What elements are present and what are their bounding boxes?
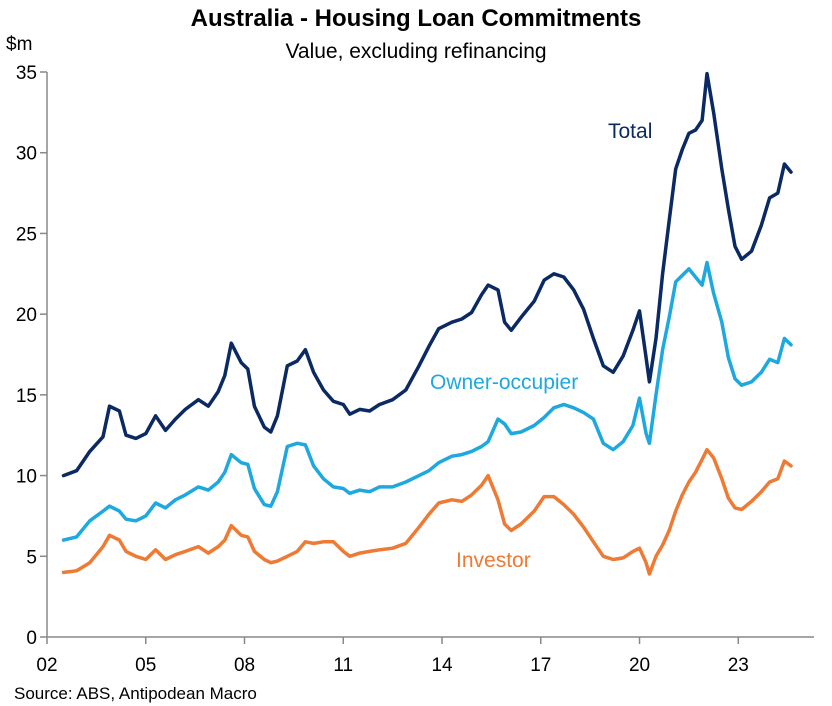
y-tick-label: 0 [26,628,37,649]
source-note: Source: ABS, Antipodean Macro [14,684,257,703]
x-tick-label: 23 [728,655,749,676]
x-tick-label: 02 [36,655,57,676]
y-tick-label: 30 [16,144,37,165]
series-label-owner-occupier: Owner-occupier [430,371,578,394]
y-tick-label: 35 [16,63,37,84]
series-label-total: Total [608,120,652,143]
x-tick-label: 20 [629,655,650,676]
chart-title: Australia - Housing Loan Commitments [191,5,642,32]
chart-subtitle: Value, excluding refinancing [285,40,546,63]
y-tick-label: 10 [16,467,37,488]
y-tick-label: 15 [16,386,37,407]
series-label-investor: Investor [456,549,531,572]
series-line-investor [61,447,793,576]
y-axis-unit-label: $m [6,34,32,55]
series-line-total [61,71,793,478]
x-tick-label: 11 [333,655,353,676]
series-line-owner [61,260,793,542]
x-tick-label: 17 [530,655,551,676]
y-tick-label: 25 [16,224,37,245]
y-tick-label: 20 [16,305,37,326]
x-tick-label: 08 [234,655,255,676]
y-tick-label: 5 [26,547,37,568]
x-tick-label: 14 [431,655,453,676]
x-tick-label: 05 [135,655,156,676]
series-lines [61,71,793,576]
